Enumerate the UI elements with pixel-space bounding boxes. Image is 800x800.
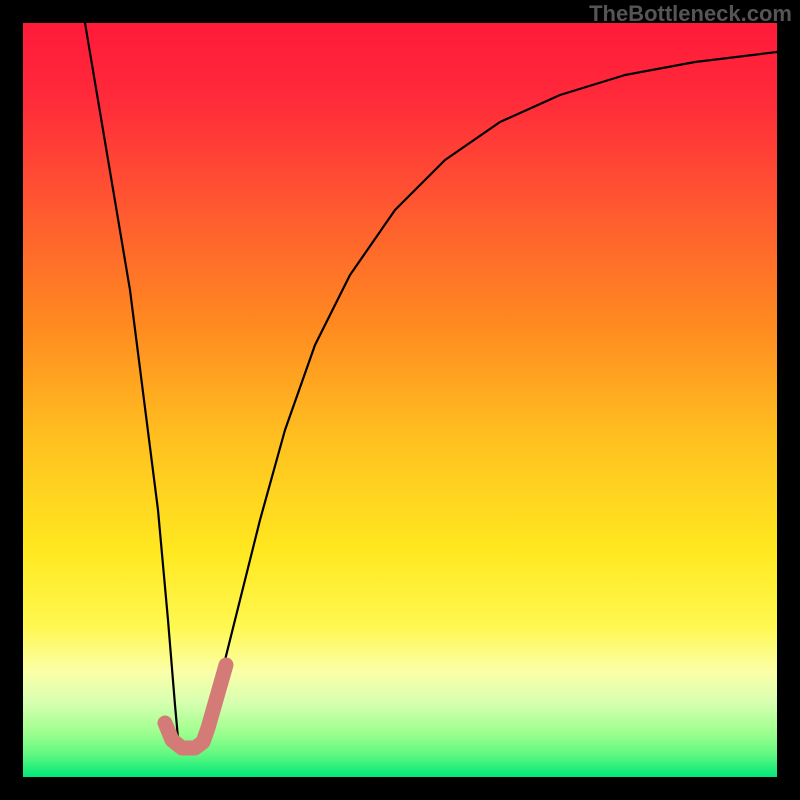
watermark-text: TheBottleneck.com: [589, 1, 792, 27]
plot-background: [23, 23, 777, 777]
chart-container: TheBottleneck.com: [0, 0, 800, 800]
bottleneck-curve-chart: [0, 0, 800, 800]
